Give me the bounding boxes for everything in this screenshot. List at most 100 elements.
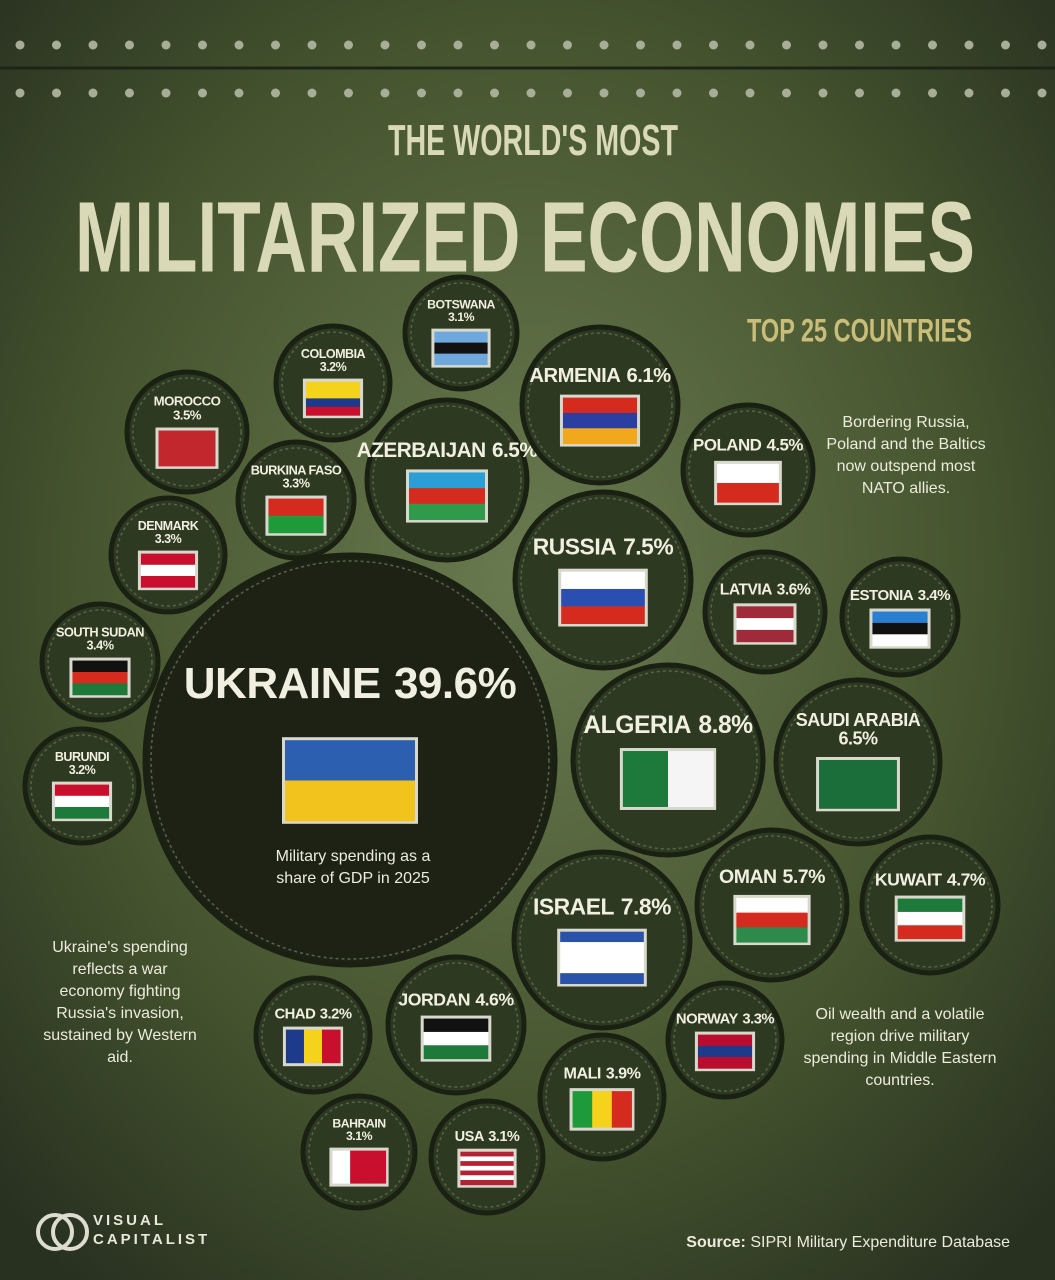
value-label: 4.7% xyxy=(947,869,986,889)
stitch xyxy=(436,1106,538,1208)
annotation: Oil wealth and a volatile region drive m… xyxy=(803,1006,997,1089)
rivet xyxy=(271,88,280,98)
flag-stripe xyxy=(736,606,794,619)
flag-stripe xyxy=(305,389,361,399)
label: JORDAN 4.6% xyxy=(398,989,514,1009)
ukraine-note: Military spending as a share of GDP in 2… xyxy=(275,848,431,887)
country-label: ARMENIA xyxy=(529,365,621,387)
country-label: CHAD xyxy=(274,1006,316,1022)
country-label: LATVIA xyxy=(720,582,772,599)
rivet xyxy=(636,40,645,50)
country-label: ESTONIA xyxy=(850,587,914,604)
stitch xyxy=(527,332,673,478)
rivet xyxy=(88,40,98,50)
value-label: 3.2% xyxy=(69,763,96,777)
country-label: BOTSWANA xyxy=(427,297,495,311)
rivet xyxy=(198,40,207,50)
flag-stripe xyxy=(736,927,808,943)
label: UKRAINE 39.6% xyxy=(184,659,516,708)
rivet xyxy=(198,88,207,98)
value-label: 3.2% xyxy=(320,1006,352,1022)
flag-stripe xyxy=(736,629,794,643)
label: OMAN 5.7% xyxy=(719,866,825,888)
rivet xyxy=(380,40,390,50)
rivet xyxy=(15,40,25,50)
stitch xyxy=(578,670,758,850)
flag-stripe xyxy=(717,483,779,503)
rivet xyxy=(563,88,572,98)
stitch xyxy=(261,983,365,1087)
stitch xyxy=(520,497,686,663)
flag-stripe xyxy=(572,1091,593,1128)
stitch xyxy=(47,609,153,715)
stitch xyxy=(519,857,685,1023)
flag-stripe xyxy=(268,515,324,534)
country-label: BURKINA FASO xyxy=(251,462,342,477)
stitch xyxy=(781,685,935,839)
rivet xyxy=(891,40,901,50)
rivet xyxy=(125,40,134,50)
flag-stripe xyxy=(560,952,644,964)
label: ISRAEL 7.8% xyxy=(533,893,671,919)
rivet xyxy=(490,40,499,50)
label: ARMENIA 6.1% xyxy=(529,365,671,387)
flag-stripe xyxy=(305,381,361,391)
rivet xyxy=(855,40,864,50)
rivet xyxy=(928,40,937,50)
value-label: 3.2% xyxy=(320,360,347,374)
flag-stripe xyxy=(423,1045,489,1060)
country-label: UKRAINE xyxy=(184,659,381,708)
flag-stripe xyxy=(285,780,415,822)
value-label: 7.8% xyxy=(621,893,671,919)
rivet xyxy=(307,40,317,50)
value-label: 39.6% xyxy=(394,659,516,708)
country-label: SOUTH SUDAN xyxy=(56,624,144,639)
flag-stripe xyxy=(409,503,485,521)
flag-stripe xyxy=(562,428,638,445)
rivet xyxy=(344,88,353,98)
stitch xyxy=(847,564,953,670)
flag-stripe xyxy=(592,1091,613,1128)
label: USA 3.1% xyxy=(455,1129,520,1145)
rivet xyxy=(307,88,317,98)
rivet xyxy=(526,88,536,98)
stitch xyxy=(30,734,134,838)
stitch xyxy=(372,405,522,555)
rivet xyxy=(1037,88,1047,98)
stitch xyxy=(393,962,519,1088)
brand: CAPITALIST xyxy=(93,1231,210,1248)
rivet xyxy=(964,88,974,98)
rivet xyxy=(709,88,718,98)
rivet xyxy=(599,88,609,98)
rivet xyxy=(745,88,755,98)
country-label: AZERBAIJAN xyxy=(357,439,486,462)
flag-stripe xyxy=(140,553,196,566)
flag-stripe xyxy=(736,912,808,928)
rivet xyxy=(380,88,390,98)
country-label: USA xyxy=(455,1129,485,1145)
flag-stripe xyxy=(409,472,485,489)
flag-stripe xyxy=(409,488,485,505)
flag-stripe xyxy=(560,962,644,974)
flag-stripe xyxy=(158,430,216,467)
flag-stripe xyxy=(460,1165,514,1172)
stitch xyxy=(150,560,550,960)
flag-stripe xyxy=(897,925,963,940)
value-label: 3.1% xyxy=(448,310,475,324)
rivet xyxy=(709,40,718,50)
stitch xyxy=(410,282,512,384)
flag-stripe xyxy=(423,1031,489,1046)
logo-mark xyxy=(36,1213,74,1251)
rivets xyxy=(15,40,1047,98)
annotation: Bordering Russia, Poland and the Baltics… xyxy=(826,414,986,497)
flag-stripe xyxy=(305,406,361,416)
value-label: 3.3% xyxy=(282,476,309,491)
flag-stripe xyxy=(285,1029,305,1064)
value-label: 3.4% xyxy=(86,638,113,653)
flag-stripe xyxy=(611,1091,632,1128)
stitch xyxy=(673,988,777,1092)
flag-stripe xyxy=(460,1179,514,1186)
logo-mark xyxy=(51,1213,89,1251)
value-label: 3.6% xyxy=(777,582,811,599)
